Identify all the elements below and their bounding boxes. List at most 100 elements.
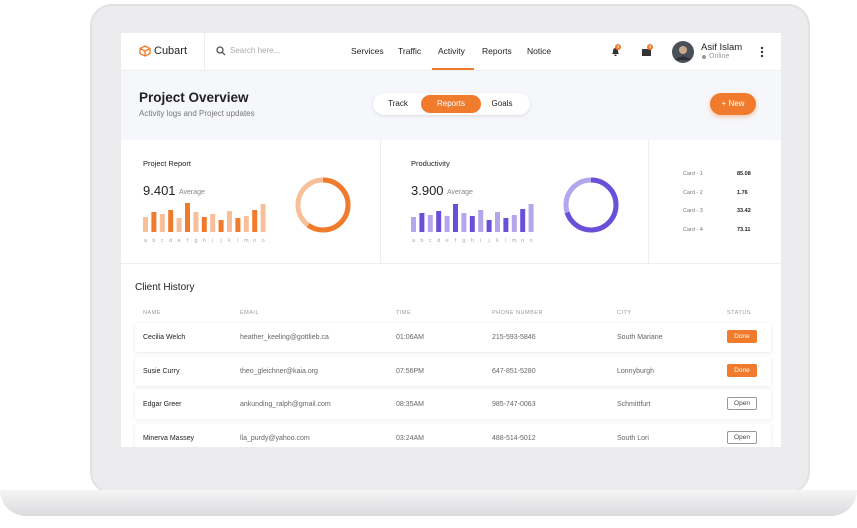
mini-bar-chart (411, 204, 534, 232)
card-label: Card - 1 (683, 171, 703, 177)
stat-value: 3.900 (411, 183, 444, 198)
bar-label: d (169, 238, 173, 244)
bar (159, 214, 165, 232)
table-row (135, 390, 771, 419)
column-header: STATUS (727, 310, 751, 316)
search-input[interactable]: Search here... (230, 46, 281, 55)
bar (411, 217, 416, 232)
stat-label: Average (447, 189, 473, 196)
card-value: 73.11 (737, 227, 751, 234)
bar (201, 217, 207, 232)
tab[interactable]: Track (388, 99, 408, 108)
status-dot (702, 55, 706, 59)
bar-label: o (529, 238, 533, 244)
table-cell: 647-851-5280 (492, 368, 536, 375)
bar-label: b (152, 238, 156, 244)
bar (495, 212, 500, 232)
bar-label: a (411, 238, 416, 244)
bar (235, 218, 241, 232)
column-header: CITY (617, 310, 632, 316)
card-value: 85.08 (737, 171, 751, 177)
table-cell: Minerva Massey (143, 435, 194, 442)
bar-label: e (445, 238, 449, 244)
nav-item[interactable]: Activity (438, 46, 465, 56)
donut-chart (295, 177, 351, 233)
table-cell: South Lori (617, 435, 649, 442)
tab[interactable]: Goals (491, 99, 513, 108)
laptop-base (0, 490, 857, 516)
bar (176, 218, 182, 232)
bar-label: l (237, 238, 239, 244)
bar-label: a (143, 238, 148, 244)
bar (252, 210, 258, 232)
nav-item[interactable]: Notice (527, 46, 552, 56)
nav-item[interactable]: Reports (482, 46, 512, 56)
nav-item[interactable]: Traffic (398, 46, 422, 56)
logo: Cubart (154, 45, 188, 57)
donut-chart (563, 177, 619, 233)
bar-label: n (253, 238, 257, 244)
badge: 4 (647, 44, 653, 50)
table-cell: 985-747-0063 (492, 401, 536, 408)
table-cell: 07:56PM (396, 368, 425, 375)
bar (210, 214, 216, 232)
bar (503, 218, 509, 232)
new-button[interactable]: + New (710, 93, 756, 115)
nav-item[interactable]: Services (351, 46, 384, 56)
bar (520, 209, 526, 232)
bar-label: e (177, 238, 181, 244)
status-badge: Done (727, 330, 757, 343)
bar-label: g (194, 238, 198, 244)
table-cell: 488-514-5012 (492, 435, 536, 442)
bar-label: f (186, 238, 189, 244)
screen: Cubart Search here... Asif Islam Online … (121, 33, 781, 447)
tab[interactable]: Reports (421, 95, 481, 113)
bar-label: b (420, 238, 424, 244)
bar-label: o (261, 238, 265, 244)
table-cell: Lonnyburgh (617, 368, 654, 375)
table-cell: Cecilia Welch (143, 334, 186, 341)
card-value: 1.76 (737, 189, 748, 196)
donut-arc (295, 177, 351, 233)
bar-label: j (488, 238, 490, 244)
card-label: Card - 2 (683, 189, 703, 196)
menu-dots[interactable] (760, 46, 764, 58)
bar (511, 215, 517, 232)
table-row (135, 357, 771, 386)
column-header: TIME (396, 310, 412, 316)
table-cell: theo_gleichner@kaia.org (240, 368, 318, 375)
divider (648, 140, 649, 263)
avatar[interactable] (672, 41, 694, 63)
card-value: 33.42 (737, 208, 751, 215)
bar-label: i (212, 238, 214, 244)
bar-label: h (470, 238, 474, 244)
table-cell: 08:35AM (396, 401, 425, 408)
bar-label: k (228, 238, 231, 244)
bar (478, 210, 484, 232)
stat-title: Project Report (143, 159, 191, 168)
table-cell: Susie Curry (143, 368, 180, 375)
bar (185, 203, 190, 232)
bar (243, 216, 249, 232)
overview-subtitle: Activity logs and Project updates (139, 109, 255, 118)
bar-label: d (437, 238, 441, 244)
bar (453, 204, 458, 232)
bar (143, 217, 148, 232)
user-name: Asif Islam (701, 42, 743, 53)
column-header: NAME (143, 310, 161, 316)
bar (260, 204, 266, 232)
status-badge: Open (727, 397, 757, 410)
donut-arc (563, 177, 619, 233)
bar (193, 212, 199, 232)
stat-label: Average (179, 189, 205, 196)
divider (380, 140, 381, 263)
bar (218, 220, 224, 232)
card-label: Card - 3 (683, 208, 703, 215)
column-header: EMAIL (240, 310, 260, 316)
bar (461, 213, 467, 232)
table-cell: heather_keeling@gottlieb.ca (240, 334, 329, 341)
bar (469, 216, 475, 232)
mail-icon[interactable] (641, 47, 653, 57)
bar-label: n (521, 238, 525, 244)
